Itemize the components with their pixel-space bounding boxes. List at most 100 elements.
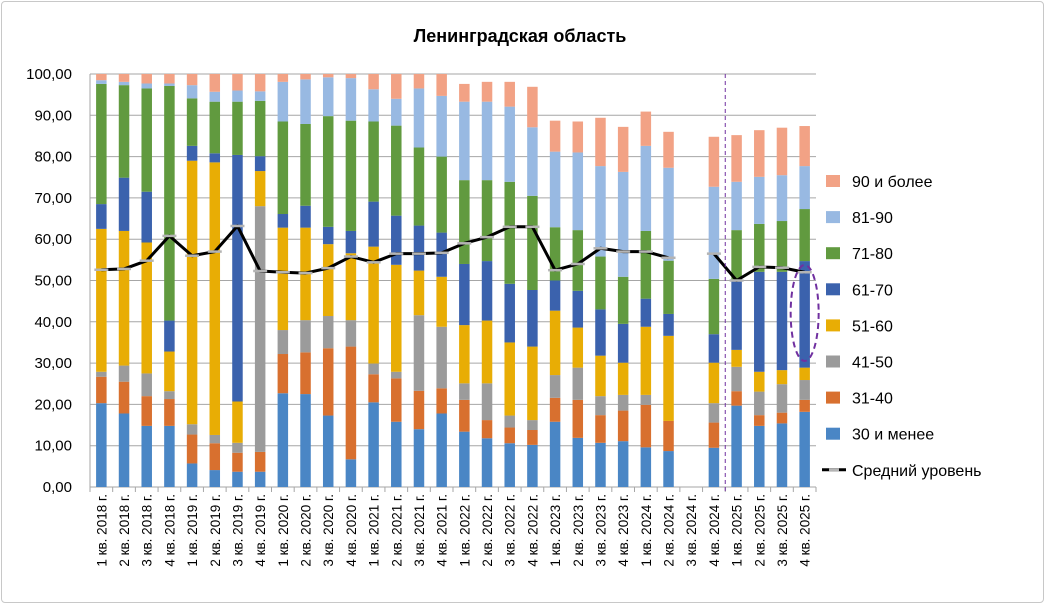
x-tick-label: 2 кв. 2022 г. [480, 494, 495, 567]
x-tick-label: 1 кв. 2025 г. [730, 494, 745, 567]
bar-segment-61-70 [776, 271, 788, 371]
bar-segment-81-90 [209, 91, 221, 102]
bar-segment-30-и-менее [549, 421, 561, 487]
x-tick-label: 1 кв. 2024 г. [639, 494, 654, 567]
bar-segment-30-и-менее [141, 425, 152, 487]
bar-segment-90-и-более [459, 83, 470, 102]
bar-segment-71-80 [322, 116, 334, 227]
legend-label: 31-40 [852, 391, 893, 408]
x-tick-label: 3 кв. 2020 г. [321, 494, 336, 567]
bar-segment-90-и-более [776, 127, 788, 176]
bar-segment-71-80 [640, 230, 652, 299]
bar-segment-31-40 [300, 352, 311, 395]
y-tick-label: 30,00 [34, 355, 72, 372]
bar-segment-71-80 [209, 101, 221, 154]
bar-segment-31-40 [413, 390, 425, 430]
bar-segment-61-70 [300, 205, 311, 228]
bar-segment-41-50 [527, 420, 538, 431]
bar-segment-41-50 [391, 371, 402, 379]
legend-swatch [826, 175, 840, 187]
x-axis-ticks: 1 кв. 2018 г. 2 кв. 2018 г. 3 кв. 2018 г. 4… [94, 494, 812, 567]
bar-segment-51-60 [708, 362, 720, 404]
bar-segment-90-и-более [549, 120, 561, 152]
bar-segment-41-50 [118, 365, 130, 382]
x-tick-label: 3 кв. 2021 г. [412, 494, 427, 567]
bar-segment-71-80 [459, 180, 470, 264]
bar-segment-51-60 [617, 362, 629, 395]
bar-segment-31-40 [209, 443, 221, 471]
bar-segment-90-и-более [232, 74, 243, 91]
bar-segment-51-60 [413, 270, 425, 316]
bar-segment-41-50 [595, 396, 606, 416]
bar-segment-30-и-менее [391, 421, 402, 487]
bar-segment-41-50 [754, 391, 765, 416]
bar-segment-30-и-менее [708, 447, 720, 487]
y-tick-label: 60,00 [34, 231, 72, 248]
legend-label: 71-80 [852, 246, 893, 263]
bar-segment-90-и-более [595, 117, 606, 167]
bar-segment-41-50 [459, 383, 470, 400]
bar-segment-90-и-более [141, 74, 152, 84]
bar-segment-31-40 [481, 420, 493, 439]
bar-segment-31-40 [96, 376, 107, 404]
bar-segment-41-50 [277, 330, 289, 355]
y-tick-label: 0,00 [43, 479, 72, 496]
bar-segment-51-60 [549, 310, 561, 376]
bar-segment-71-80 [232, 101, 243, 155]
bar-segment-41-50 [368, 363, 379, 375]
bar-segment-31-40 [368, 374, 379, 403]
bar-segment-30-и-менее [617, 441, 629, 487]
bar-segment-51-60 [254, 171, 266, 207]
bar-segment-81-90 [549, 151, 561, 228]
bar-segment-90-и-более [436, 74, 447, 96]
legend-swatch [826, 355, 840, 368]
bar-segment-81-90 [459, 101, 470, 181]
bar-segment-61-70 [118, 177, 130, 231]
legend-label: 30 и менее [852, 427, 934, 444]
bar-segment-61-70 [141, 191, 152, 243]
bar-segment-31-40 [776, 412, 788, 424]
bar-segment-51-60 [595, 355, 606, 397]
bar-segment-61-70 [799, 261, 810, 368]
bar-segment-41-50 [141, 373, 152, 397]
bar-segment-90-и-более [731, 135, 742, 182]
bar-segment-41-50 [572, 367, 584, 400]
x-tick-label: 3 кв. 2019 г. [230, 494, 245, 567]
bar-segment-71-80 [504, 181, 515, 284]
x-tick-label: 4 кв. 2019 г. [253, 494, 268, 567]
bar-segment-81-90 [731, 181, 742, 231]
bar-segment-81-90 [300, 79, 311, 124]
bar-segment-41-50 [504, 415, 515, 428]
bar-segment-81-90 [277, 81, 289, 122]
bar-segment-81-90 [232, 90, 243, 102]
bar-segment-51-60 [572, 327, 584, 368]
y-tick-label: 50,00 [34, 273, 72, 290]
bar-segment-71-80 [118, 85, 130, 178]
bar-segment-41-50 [436, 326, 447, 389]
bar-segment-51-60 [209, 162, 221, 435]
bar-segment-31-40 [277, 354, 289, 394]
bar-segment-90-и-более [504, 81, 515, 107]
bar-segment-90-и-более [254, 74, 266, 92]
bar-segment-81-90 [391, 98, 402, 126]
bar-segment-31-40 [459, 399, 470, 432]
bar-segment-61-70 [595, 309, 606, 356]
legend-swatch [826, 319, 840, 332]
bar-segment-30-и-менее [300, 394, 311, 487]
bar-segment-61-70 [504, 283, 515, 343]
bar-segment-51-60 [277, 227, 289, 331]
bar-segment-31-40 [141, 396, 152, 426]
bar-segment-81-90 [141, 83, 152, 89]
bar-segment-30-и-менее [436, 413, 447, 487]
bar-segment-71-80 [96, 83, 107, 205]
bar-segment-30-и-менее [459, 431, 470, 487]
x-tick-label: 4 кв. 2018 г. [162, 494, 177, 567]
bar-segment-51-60 [391, 264, 402, 372]
bar-segment-31-40 [345, 346, 357, 460]
legend-swatch [826, 247, 840, 260]
bar-segment-71-80 [368, 121, 379, 202]
bar-segment-81-90 [481, 101, 493, 181]
bar-segment-31-40 [391, 378, 402, 422]
